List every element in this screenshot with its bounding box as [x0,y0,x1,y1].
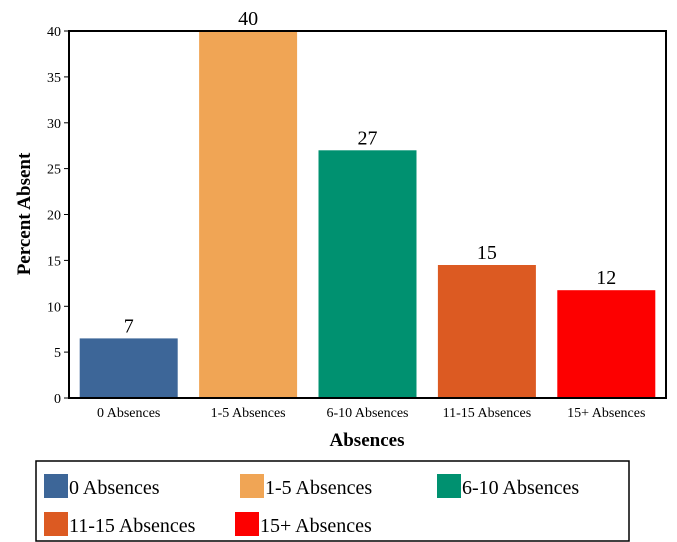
legend-swatch-1 [240,474,264,498]
legend-swatch-0 [44,474,68,498]
legend-label-4: 15+ Absences [260,515,372,537]
legend-swatch-3 [44,512,68,536]
y-tick-label-5: 25 [47,163,61,178]
legend-label-1: 1-5 Absences [265,477,372,499]
y-axis-ticks: 0 5 10 15 20 25 30 35 40 [47,25,69,407]
x-tick-label-2: 6-10 Absences [326,406,408,421]
x-tick-label-1: 1-5 Absences [211,406,286,421]
data-label-3: 15 [477,242,497,264]
x-tick-label-0: 0 Absences [97,406,160,421]
x-axis-label: Absences [330,430,405,451]
x-axis-categories: 0 Absences 1-5 Absences 6-10 Absences 11-15… [97,406,645,421]
data-label-0: 7 [124,315,134,337]
legend-label-2: 6-10 Absences [462,477,579,499]
bar-0 [79,338,178,398]
legend-swatch-4 [235,512,259,536]
legend-swatch-2 [437,474,461,498]
y-tick-label-4: 20 [47,209,61,224]
bar-4 [557,290,656,398]
legend-label-3: 11-15 Absences [69,515,196,537]
y-tick-label-6: 30 [47,117,61,132]
x-tick-label-3: 11-15 Absences [443,406,532,421]
legend: 0 Absences 1-5 Absences 6-10 Absences 11-15… [35,460,630,542]
data-labels: 7 40 27 15 12 [124,8,617,337]
data-label-2: 27 [358,127,378,149]
x-tick-label-4: 15+ Absences [567,406,645,421]
data-label-4: 12 [596,267,616,289]
bar-1 [199,31,298,398]
y-tick-label-1: 5 [54,346,61,361]
legend-label-0: 0 Absences [69,477,160,499]
bar-2 [318,150,417,398]
y-axis-label: Percent Absent [14,152,35,275]
legend-box [35,460,630,542]
plot-frame [68,30,667,399]
y-tick-label-7: 35 [47,71,61,86]
y-tick-label-3: 15 [47,254,61,269]
y-tick-label-8: 40 [47,25,61,40]
data-label-1: 40 [238,8,258,30]
bar-3 [437,265,536,398]
y-tick-label-0: 0 [54,392,61,407]
y-tick-label-2: 10 [47,300,61,315]
bars-layer [79,31,656,398]
